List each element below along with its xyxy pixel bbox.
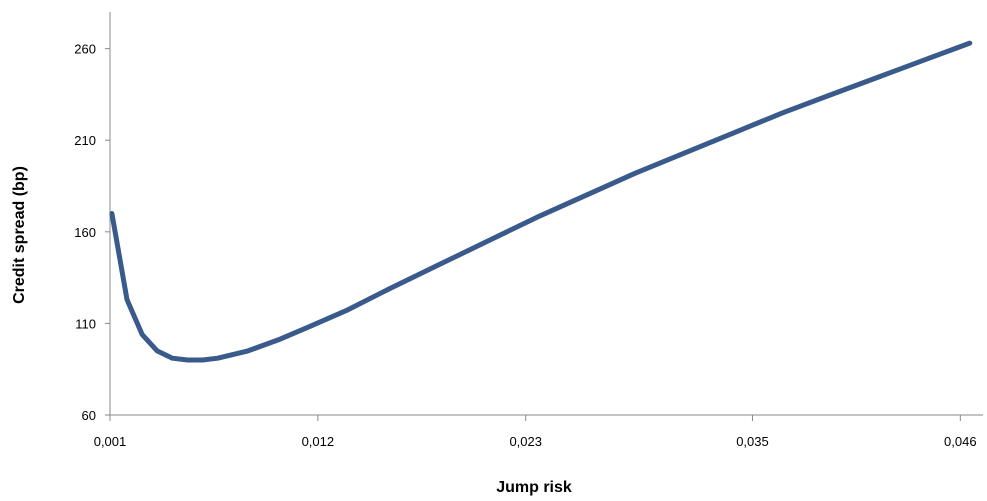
data-point: [277, 339, 279, 341]
y-tick-label: 260: [74, 42, 96, 57]
data-point: [969, 42, 971, 44]
data-point: [141, 333, 143, 335]
data-point: [156, 350, 158, 352]
data-point: [683, 152, 685, 154]
data-point: [438, 264, 440, 266]
x-tick-label: 0,046: [944, 434, 977, 449]
data-point: [634, 172, 636, 174]
data-point: [536, 216, 538, 218]
data-point: [585, 194, 587, 196]
data-point: [171, 357, 173, 359]
y-axis: 60 110 160 210 260: [74, 12, 111, 423]
data-point: [782, 112, 784, 114]
data-point: [880, 75, 882, 77]
y-tick-label: 160: [74, 225, 96, 240]
series-line: [109, 40, 973, 363]
x-tick-label: 0,001: [94, 434, 127, 449]
y-axis-title: Credit spread (bp): [11, 166, 28, 304]
series-layer: [109, 40, 973, 363]
x-tick-label: 0,023: [509, 434, 542, 449]
x-axis-title: Jump risk: [496, 479, 572, 496]
x-tick-label: 0,012: [302, 434, 335, 449]
data-point: [217, 357, 219, 359]
y-tick-label: 110: [75, 316, 96, 331]
data-point: [389, 288, 391, 290]
data-point: [126, 299, 128, 301]
data-point: [202, 359, 204, 361]
data-point: [831, 93, 833, 95]
y-tick-label: 210: [74, 133, 96, 148]
data-point: [733, 132, 735, 134]
x-tick-label: 0,035: [736, 434, 769, 449]
data-point: [111, 213, 113, 214]
data-point: [487, 240, 489, 242]
data-point: [929, 57, 931, 59]
x-axis: 0,001 0,012 0,023 0,035 0,046: [94, 414, 983, 449]
y-tick-label: 60: [82, 408, 96, 423]
data-point: [307, 326, 309, 328]
data-point: [345, 310, 347, 312]
data-point: [186, 359, 188, 361]
data-point: [232, 354, 234, 356]
data-point: [247, 350, 249, 352]
